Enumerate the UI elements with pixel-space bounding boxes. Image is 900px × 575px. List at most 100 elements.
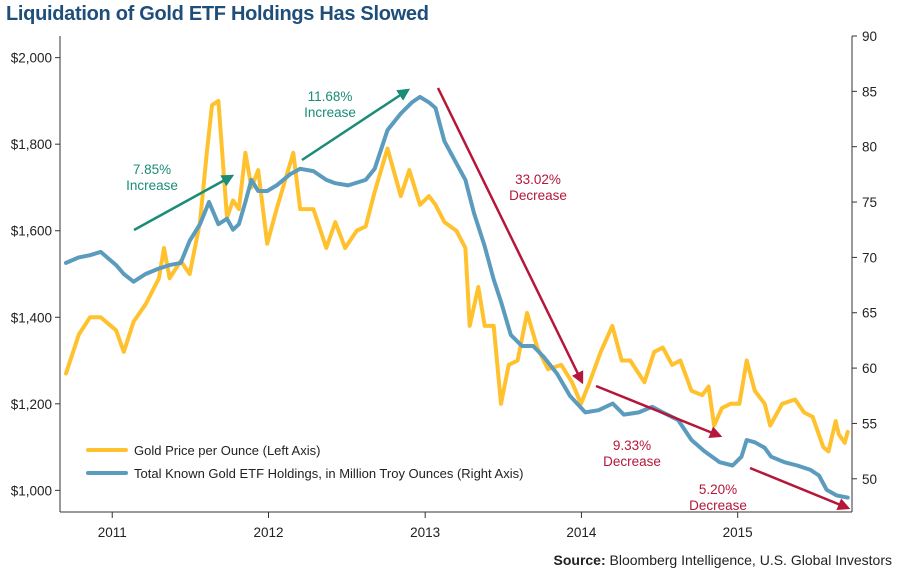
right-tick-label: 80 <box>862 140 877 155</box>
data-point <box>690 438 693 442</box>
data-point <box>769 424 772 427</box>
data-point <box>701 394 704 397</box>
data-point <box>373 190 376 193</box>
data-point <box>399 194 402 198</box>
data-point <box>231 228 235 231</box>
left-tick-label: $2,000 <box>11 51 52 66</box>
data-point <box>266 242 269 245</box>
data-point <box>707 385 710 388</box>
data-point <box>99 316 102 319</box>
decrease-pct-label: 9.33% <box>613 438 651 453</box>
data-point <box>427 194 431 198</box>
data-point <box>738 402 741 405</box>
data-point <box>492 324 495 328</box>
data-point <box>443 220 446 224</box>
data-point <box>408 168 411 172</box>
data-point <box>525 311 529 315</box>
data-point <box>753 441 756 444</box>
data-point <box>217 223 220 226</box>
left-tick-label: $1,200 <box>11 397 52 412</box>
decrease-text-label: Decrease <box>689 498 747 513</box>
right-tick-label: 50 <box>862 472 877 487</box>
data-point <box>611 324 614 328</box>
legend-label: Total Known Gold ETF Holdings, in Millio… <box>134 466 523 481</box>
data-point <box>568 394 572 397</box>
data-point <box>355 229 358 232</box>
data-point <box>718 461 721 464</box>
data-point <box>325 178 328 182</box>
data-point <box>122 272 126 276</box>
data-point <box>266 189 269 193</box>
data-point <box>611 402 614 405</box>
data-point <box>427 101 431 104</box>
data-point <box>597 409 600 412</box>
data-point <box>198 223 202 226</box>
data-point <box>373 167 376 170</box>
data-point <box>455 229 458 232</box>
data-point <box>188 239 191 242</box>
data-point <box>588 381 591 384</box>
decrease-pct-label: 5.20% <box>699 482 737 497</box>
data-point <box>783 461 786 464</box>
data-point <box>843 441 846 444</box>
data-point <box>157 267 161 270</box>
left-tick-label: $1,600 <box>11 224 52 239</box>
data-point <box>464 246 467 250</box>
data-point <box>720 406 724 410</box>
data-point <box>745 438 748 442</box>
data-point <box>712 424 716 427</box>
data-point <box>740 455 743 458</box>
data-point <box>731 464 734 467</box>
chart-title: Liquidation of Gold ETF Holdings Has Slo… <box>6 3 429 25</box>
decrease-text-label: Decrease <box>603 454 661 469</box>
data-point <box>418 95 422 99</box>
data-point <box>132 320 135 323</box>
data-point <box>809 468 812 472</box>
data-point <box>499 300 503 303</box>
right-tick-label: 70 <box>862 250 877 265</box>
series-gold-price <box>64 98 850 454</box>
data-point <box>434 106 437 110</box>
data-point <box>483 245 486 248</box>
decrease-arrow <box>595 384 723 439</box>
series-layer <box>64 94 850 500</box>
data-point <box>162 246 166 250</box>
left-tick-label: $1,400 <box>11 310 52 325</box>
data-point <box>237 207 241 211</box>
increase-pct-label: 11.68% <box>308 89 353 104</box>
axes-group: $1,000 $1,200 $1,400 $1,600 $1,800 $2,000 50 55… <box>11 29 877 540</box>
data-point <box>570 381 574 384</box>
data-point <box>299 167 302 170</box>
data-point <box>399 112 402 115</box>
data-point <box>168 277 171 280</box>
data-point <box>157 277 161 280</box>
data-point <box>179 261 182 265</box>
data-point <box>64 261 68 265</box>
increase-arrow <box>133 174 235 232</box>
data-point <box>343 246 347 250</box>
data-point <box>472 211 476 215</box>
data-point <box>483 324 486 328</box>
data-point <box>443 140 446 143</box>
data-point <box>217 99 220 103</box>
data-point <box>477 285 480 289</box>
data-point <box>334 182 337 185</box>
decrease-text-label: Decrease <box>509 188 567 203</box>
increase-text-label: Increase <box>304 105 356 120</box>
data-point <box>257 189 260 193</box>
data-point <box>144 272 147 276</box>
data-point <box>822 445 825 449</box>
x-tick-label: 2011 <box>98 525 127 540</box>
data-point <box>114 329 118 332</box>
data-point <box>257 168 260 172</box>
data-point <box>132 280 135 283</box>
data-point <box>769 455 773 458</box>
data-point <box>846 430 849 434</box>
data-point <box>690 389 693 392</box>
data-point <box>244 151 247 154</box>
data-point <box>418 203 422 206</box>
data-point <box>114 263 118 267</box>
data-point <box>364 178 367 182</box>
data-point <box>835 494 838 497</box>
legend: Gold Price per Ounce (Left Axis) Total Kn… <box>86 443 523 481</box>
